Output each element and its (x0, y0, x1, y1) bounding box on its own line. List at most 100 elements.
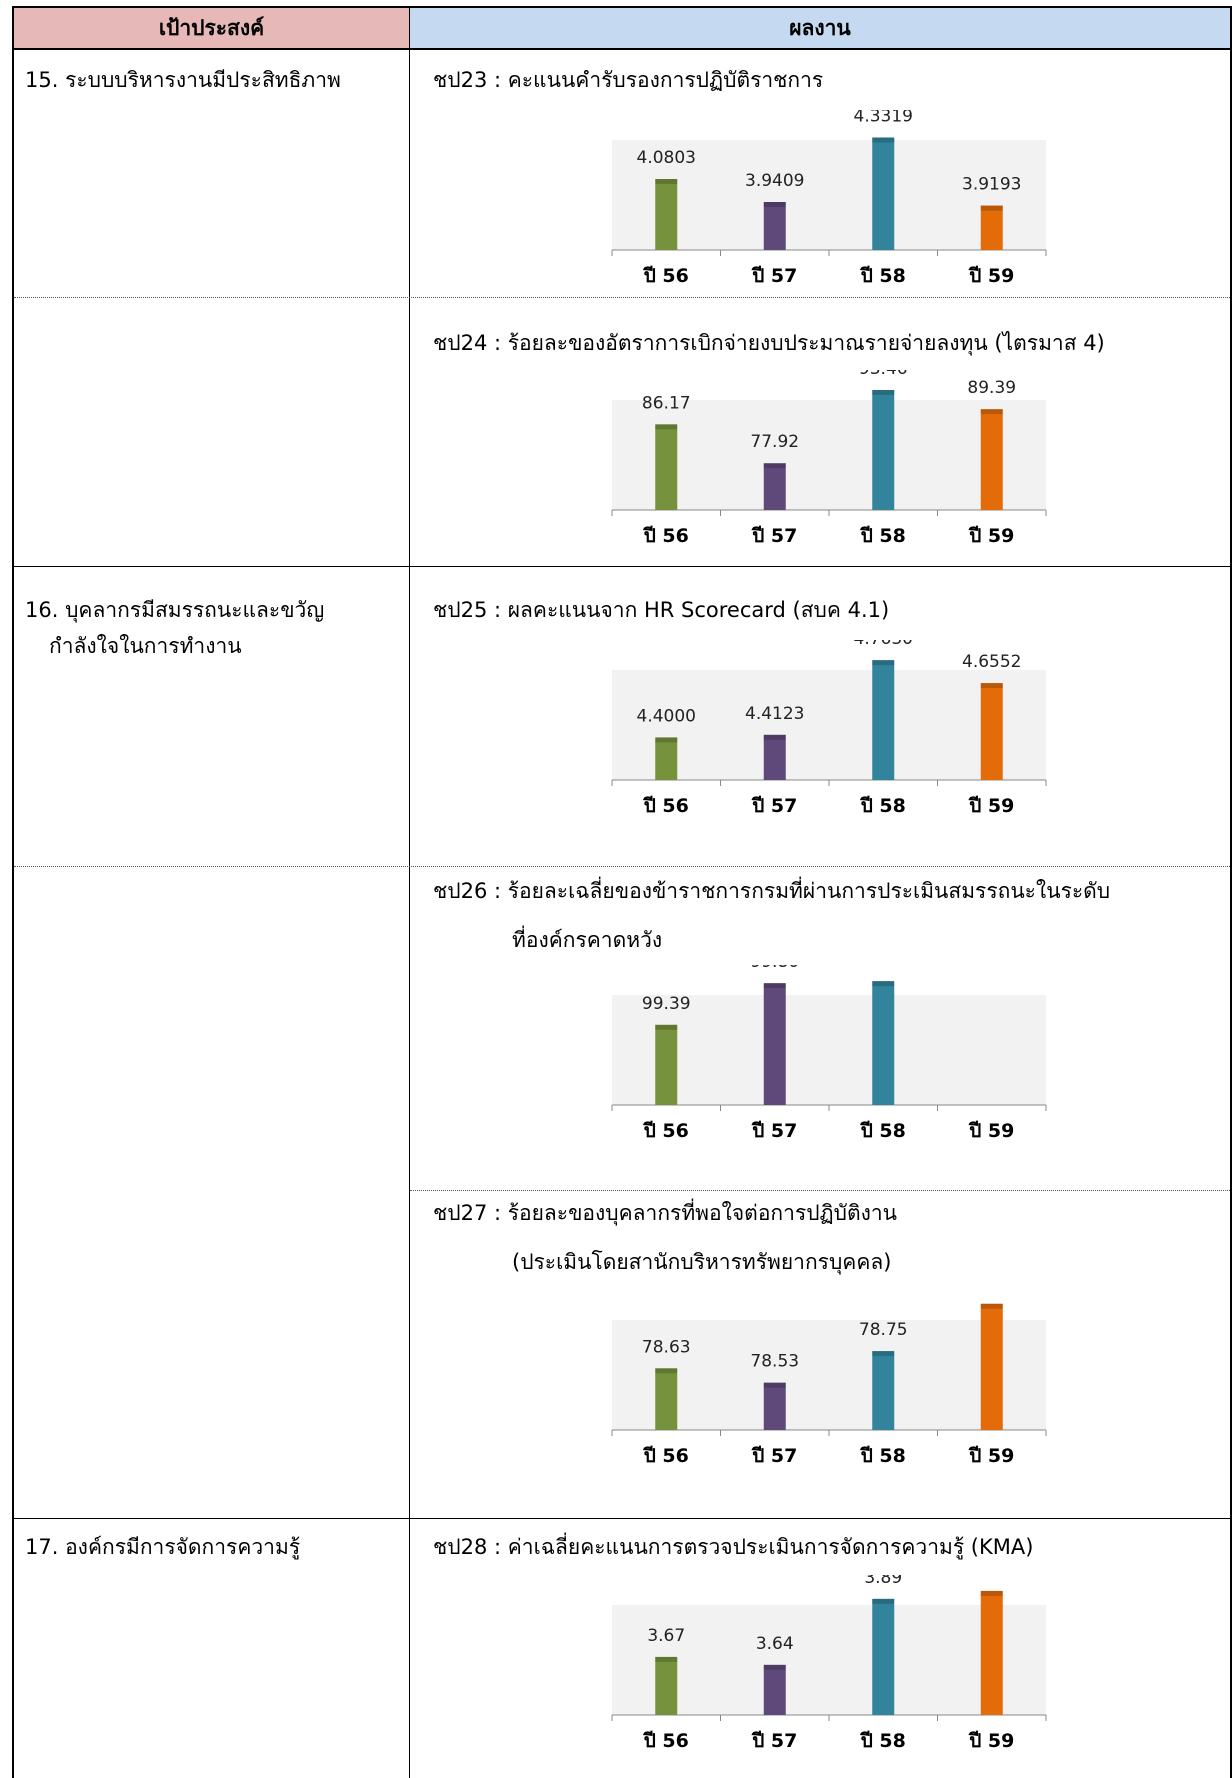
x-tick-label: ปี 58 (860, 265, 906, 287)
kpi-title-line2: (ประเมินโดยสานักบริหารทรัพยากรบุคคล) (512, 1250, 892, 1274)
x-tick-label: ปี 58 (860, 1445, 906, 1467)
bar-cap (763, 734, 786, 740)
x-tick-label: ปี 57 (751, 795, 797, 817)
kpi-title-line2: ที่องค์กรคาดหวัง (512, 928, 663, 952)
bar (980, 1590, 1003, 1715)
goal-17: 17. องค์กรมีการจัดการความรู้ (25, 1535, 301, 1559)
bar-cap (763, 463, 786, 469)
x-tick-label: ปี 57 (751, 525, 797, 547)
kpi-title: ชป27 : ร้อยละของบุคลากรที่พอใจต่อการปฏิบ… (433, 1201, 898, 1225)
x-tick-label: ปี 57 (751, 1445, 797, 1467)
data-label: 99.80 (750, 965, 799, 972)
data-label: 4.0803 (637, 148, 696, 168)
x-tick-label: ปี 58 (860, 1120, 906, 1142)
chart-svg: ปี 56 3.67 ปี 57 3.64 ปี 58 3.89 ปี 59 3.92 (611, 1560, 1047, 1752)
x-tick-label: ปี 59 (968, 1120, 1014, 1142)
chart-svg: ปี 56 4.4000 ปี 57 4.4123 ปี 58 4.7630 ปี 59 4.… (611, 629, 1047, 817)
kpi-chart: ปี 56 86.17 ปี 57 77.92 ปี 58 93.46 ปี 59 89.39 (600, 359, 1060, 554)
data-label: 3.64 (756, 1634, 794, 1654)
bar-cap (655, 179, 678, 185)
x-tick-label: ปี 57 (751, 1730, 797, 1752)
bar (763, 1664, 786, 1715)
column-divider (409, 6, 410, 1778)
bar (763, 202, 786, 250)
data-label: 4.7630 (854, 640, 913, 649)
bar (980, 1303, 1003, 1430)
bar-cap (763, 983, 786, 989)
data-label: 86.17 (642, 393, 691, 413)
bar (763, 1382, 786, 1430)
x-tick-label: ปี 58 (860, 1730, 906, 1752)
bar (655, 179, 678, 250)
bar-cap (980, 1590, 1003, 1596)
chart-svg: ปี 56 99.39 ปี 57 99.80 ปี 58 99.82 ปี 59 (611, 950, 1047, 1142)
data-label: 3.67 (647, 1626, 685, 1646)
bar (980, 683, 1003, 780)
header-result: ผลงาน (410, 8, 1230, 50)
x-tick-label: ปี 56 (643, 1120, 689, 1142)
header-goal: เป้าประสงค์ (14, 8, 409, 50)
bar (655, 737, 678, 780)
bar-cap (872, 1598, 895, 1604)
bar (872, 1598, 895, 1715)
bar-cap (872, 981, 895, 987)
data-label: 99.39 (642, 994, 691, 1014)
x-tick-label: ปี 57 (751, 265, 797, 287)
bar-cap (872, 1351, 895, 1357)
kpi-title: ชป25 : ผลคะแนนจาก HR Scorecard (สบค 4.1) (433, 598, 890, 622)
x-tick-label: ปี 59 (968, 795, 1014, 817)
bar-cap (872, 660, 895, 666)
bar (763, 983, 786, 1105)
bar-cap (872, 137, 895, 143)
x-tick-label: ปี 59 (968, 265, 1014, 287)
data-label: 99.82 (859, 965, 908, 970)
kpi-chart: ปี 56 3.67 ปี 57 3.64 ปี 58 3.89 ปี 59 3.92 (600, 1560, 1060, 1759)
bar (980, 409, 1003, 510)
results-table (12, 6, 1232, 1778)
bar-cap (763, 202, 786, 208)
bar-cap (980, 683, 1003, 689)
data-label: 3.9193 (962, 175, 1021, 195)
plot-area (612, 670, 1046, 780)
row-divider (410, 1190, 1230, 1191)
bar-cap (763, 1382, 786, 1388)
data-label: 3.89 (864, 1575, 902, 1588)
x-tick-label: ปี 59 (968, 1730, 1014, 1752)
bar (763, 734, 786, 780)
kpi-title: ชป26 : ร้อยละเฉลี่ยของข้าราชการกรมที่ผ่า… (433, 879, 1111, 903)
data-label: 77.92 (750, 432, 799, 452)
row-divider (14, 866, 1230, 867)
bar-cap (655, 1024, 678, 1030)
bar-cap (655, 1656, 678, 1662)
kpi-chart: ปี 56 78.63 ปี 57 78.53 ปี 58 78.75 ปี 59 79.08 (600, 1273, 1060, 1474)
plot-area (612, 1320, 1046, 1430)
bar-cap (872, 389, 895, 395)
data-label: 78.63 (642, 1337, 691, 1357)
x-tick-label: ปี 59 (968, 1445, 1014, 1467)
bar (872, 1351, 895, 1430)
bar (980, 205, 1003, 250)
data-label: 79.08 (967, 1290, 1016, 1293)
bar-cap (980, 205, 1003, 211)
x-tick-label: ปี 56 (643, 525, 689, 547)
chart-svg: ปี 56 4.0803 ปี 57 3.9409 ปี 58 4.3319 ปี 59 3.… (611, 106, 1047, 287)
kpi-chart: ปี 56 99.39 ปี 57 99.80 ปี 58 99.82 ปี 59 (600, 950, 1060, 1149)
data-label: 78.53 (750, 1352, 799, 1372)
row-divider (14, 1518, 1230, 1519)
x-tick-label: ปี 59 (968, 525, 1014, 547)
bar-cap (980, 1303, 1003, 1309)
data-label: 3.92 (973, 1575, 1011, 1580)
goal-16-line1: 16. บุคลากรมีสมรรถนะและขวัญ (25, 598, 325, 622)
bar (872, 981, 895, 1105)
goal-16-line2: กำลังใจในการทำงาน (49, 634, 242, 658)
plot-area (612, 1605, 1046, 1715)
data-label: 4.4000 (637, 706, 696, 726)
kpi-chart: ปี 56 4.4000 ปี 57 4.4123 ปี 58 4.7630 ปี 59 4.… (600, 629, 1060, 824)
kpi-title: ชป28 : ค่าเฉลี่ยคะแนนการตรวจประเมินการจั… (433, 1535, 1034, 1559)
bar-cap (763, 1664, 786, 1670)
x-tick-label: ปี 58 (860, 525, 906, 547)
x-tick-label: ปี 57 (751, 1120, 797, 1142)
bar (872, 660, 895, 780)
kpi-title: ชป24 : ร้อยละของอัตราการเบิกจ่ายงบประมาณ… (433, 331, 1105, 355)
goal-15: 15. ระบบบริหารงานมีประสิทธิภาพ (25, 68, 341, 92)
